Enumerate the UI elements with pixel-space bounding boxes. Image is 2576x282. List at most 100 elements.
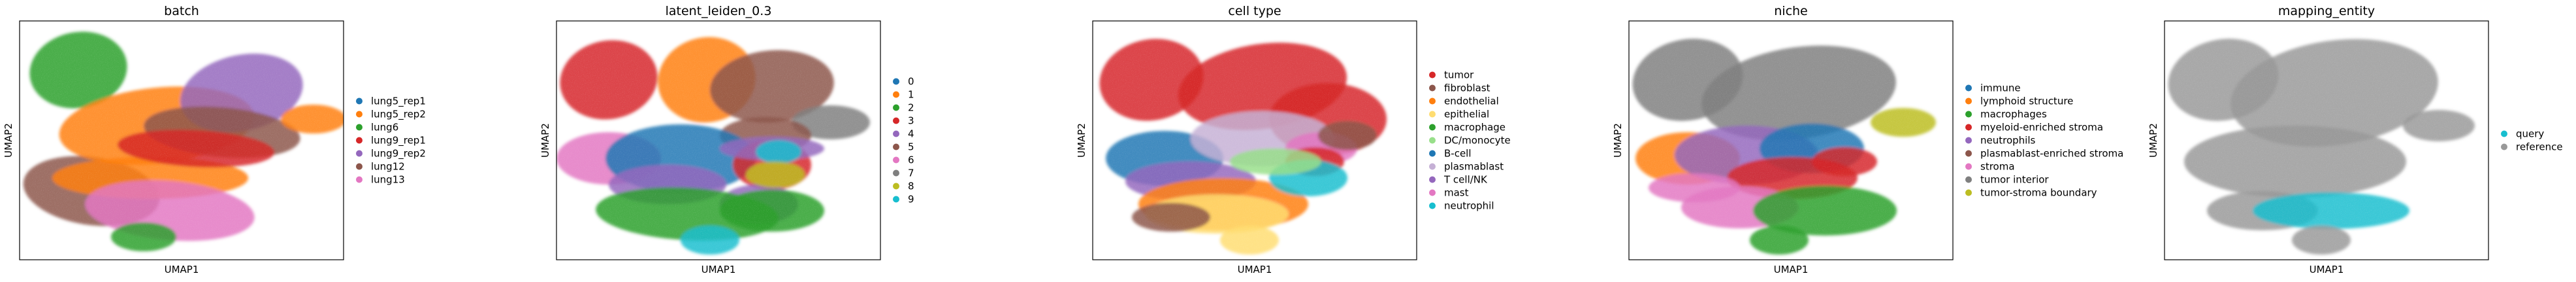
legend-label: neutrophil [1444,200,1494,212]
legend-label: lung9_rep1 [371,135,426,147]
legend-marker [893,169,899,177]
legend-marker [1965,84,1972,92]
legend-label: 9 [908,194,914,205]
legend-label: 2 [908,102,914,114]
legend-marker [356,163,362,170]
legend-marker [1429,163,1436,170]
legend-marker [893,143,899,150]
legend-label: neutrophils [1980,135,2036,147]
legend-label: myeloid-enriched stroma [1980,122,2103,133]
legend-label: plasmablast [1444,161,1504,173]
legend-label: lung6 [371,122,398,133]
legend-marker [1965,97,1972,105]
y-axis-label: UMAP2 [1612,123,1624,158]
legend-label: immune [1980,82,2021,94]
axes-frame [556,20,881,260]
legend-label: mast [1444,187,1469,199]
legend-marker [1965,163,1972,170]
legend-label: lung5_rep1 [371,96,426,108]
legend-label: 7 [908,167,914,179]
legend-label: epithelial [1444,109,1489,120]
legend-label: 1 [908,89,914,101]
legend-label: fibroblast [1444,82,1490,94]
legend-marker [2501,143,2507,150]
legend-label: 6 [908,154,914,166]
legend-marker [356,137,362,144]
legend-marker [893,104,899,111]
legend-marker [1429,97,1436,105]
scatter-cloud [556,21,880,260]
legend-marker [1429,202,1436,209]
legend-marker [893,91,899,98]
legend-marker [893,183,899,190]
legend-marker [1429,189,1436,196]
scatter-cloud [2165,21,2488,260]
axes-frame [1092,20,1417,260]
legend-marker [1965,176,1972,183]
legend-marker [1965,111,1972,118]
legend-marker [893,130,899,137]
legend-label: macrophage [1444,122,1505,133]
legend-marker [1965,150,1972,157]
legend-marker [1965,137,1972,144]
legend-label: stroma [1980,161,2015,173]
legend-label: lung12 [371,161,405,173]
y-axis-label: UMAP2 [539,123,551,158]
axes-frame [2164,20,2489,260]
legend-marker [356,124,362,131]
legend-marker [1429,124,1436,131]
legend-label: endothelial [1444,96,1499,107]
legend-label: tumor [1444,69,1474,81]
legend-label: 4 [908,128,914,140]
legend-label: tumor interior [1980,174,2049,186]
panel-title: niche [1774,4,1808,18]
legend-marker [893,78,899,85]
panel-3: niche UMAP1 UMAP2 immune lymphoid structure m… [1612,4,2123,275]
scatter-cloud [1629,21,1953,260]
panel-title: cell type [1228,4,1281,18]
x-axis-label: UMAP1 [2310,264,2344,275]
legend-marker [356,176,362,183]
legend-label: 0 [908,76,914,88]
x-axis-label: UMAP1 [701,264,736,275]
legend-marker [1429,137,1436,144]
legend: immune lymphoid structure macrophages myelo… [1965,82,2123,199]
legend-marker [893,117,899,124]
panel-title: latent_leiden_0.3 [666,4,772,18]
legend-marker [1429,176,1436,183]
legend-marker [2501,130,2507,137]
legend-label: T cell/NK [1443,174,1488,186]
legend-label: reference [2516,141,2563,153]
legend-label: lung9_rep2 [371,148,426,160]
panel-0: batch UMAP1 UMAP2 lung5_rep1lung5_rep2lung6… [3,4,426,275]
legend-label: lung13 [371,174,405,186]
scatter-cloud [20,21,344,260]
legend-marker [893,196,899,203]
axes-frame [19,20,344,260]
y-axis-label: UMAP2 [1076,123,1087,158]
scatter-cloud [1093,21,1417,260]
legend-marker [1429,84,1436,92]
legend-marker [893,156,899,164]
legend-label: plasmablast-enriched stroma [1980,148,2123,160]
legend-marker [1429,71,1436,79]
legend-label: 8 [908,181,914,192]
panel-title: batch [164,4,199,18]
x-axis-label: UMAP1 [165,264,199,275]
legend-label: B-cell [1444,148,1472,160]
legend-marker [1965,124,1972,131]
legend-label: lymphoid structure [1980,96,2073,107]
x-axis-label: UMAP1 [1774,264,1809,275]
legend-marker [1429,111,1436,118]
y-axis-label: UMAP2 [2148,123,2159,158]
legend-label: 3 [908,115,914,127]
legend-label: lung5_rep2 [371,109,426,121]
legend-label: 5 [908,141,914,153]
